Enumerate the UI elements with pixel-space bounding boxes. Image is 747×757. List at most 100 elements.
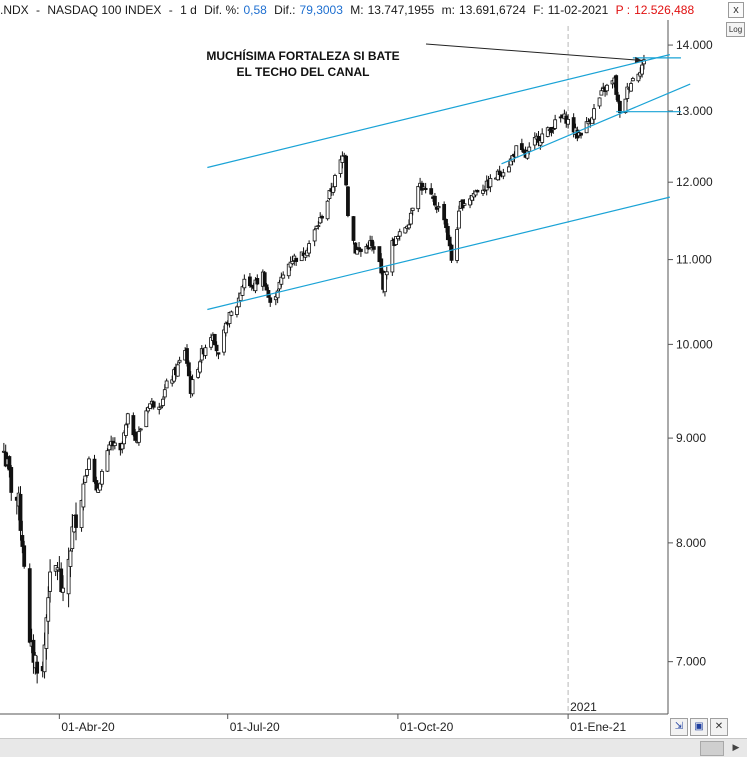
candle-body xyxy=(133,431,138,441)
candle-body xyxy=(18,493,23,531)
candle-body xyxy=(105,450,110,472)
candle-body xyxy=(235,306,239,315)
candle-body xyxy=(614,75,619,95)
year-marker-label: 2021 xyxy=(570,700,597,714)
candle-body xyxy=(407,224,411,229)
candle-body xyxy=(222,329,226,353)
candle-body xyxy=(527,146,532,152)
candle-body xyxy=(475,189,480,193)
candle-body xyxy=(212,334,217,346)
dif-label: Dif.: xyxy=(274,3,296,17)
candle-body xyxy=(455,229,460,261)
candle-body xyxy=(190,379,195,395)
candle-body xyxy=(592,108,596,120)
candle-body xyxy=(98,483,102,491)
candle-body xyxy=(395,236,400,240)
candle-body xyxy=(371,246,376,250)
candle-body xyxy=(81,483,86,508)
candle-body xyxy=(125,413,130,425)
candle-body xyxy=(164,380,169,389)
candle-body xyxy=(514,145,519,158)
candle-body xyxy=(22,545,27,567)
min-value: 13.691,6724 xyxy=(459,3,526,17)
candle-body xyxy=(177,359,182,363)
candle-body xyxy=(148,403,152,409)
close-button[interactable]: ✕ xyxy=(710,718,728,736)
zoom-button[interactable]: ⇲ xyxy=(670,718,688,736)
annotation-line-2: EL TECHO DEL CANAL xyxy=(237,65,370,79)
candle-body xyxy=(623,98,628,114)
candle-body xyxy=(640,64,644,75)
candles xyxy=(1,54,646,684)
candle-body xyxy=(384,271,389,276)
candle-body xyxy=(312,229,317,242)
candle-body xyxy=(383,272,387,293)
candle-body xyxy=(61,587,65,593)
candle-body xyxy=(161,398,165,406)
axes: 7.000 8.000 9.000 10.000 11.000 12.000 13.000 1… xyxy=(0,20,713,734)
trendlines xyxy=(207,54,691,311)
annotation-arrow xyxy=(425,43,643,61)
index-name: NASDAQ 100 INDEX xyxy=(47,3,162,17)
candle-body xyxy=(216,352,221,355)
candle-body xyxy=(599,90,604,96)
candle-body xyxy=(553,119,558,129)
chart-header: .NDX - NASDAQ 100 INDEX - 1 d Dif. %: 0,5… xyxy=(0,0,720,20)
candle-body xyxy=(545,127,550,137)
candle-body xyxy=(605,84,609,92)
scroll-right-arrow-icon[interactable]: ▶ xyxy=(732,742,740,752)
candle-body xyxy=(346,186,350,217)
candle-body xyxy=(68,550,73,567)
candle-body xyxy=(519,143,524,151)
candle-body xyxy=(55,567,60,571)
candle-body xyxy=(340,155,345,163)
x-tick-label: 01-Ene-21 xyxy=(570,720,626,734)
candle-body xyxy=(630,78,635,82)
price-label: P : xyxy=(615,3,631,17)
candle-body xyxy=(223,322,228,334)
candle-body xyxy=(423,187,428,191)
candle-body xyxy=(229,311,234,316)
candle-body xyxy=(506,166,511,173)
candle-body xyxy=(307,243,312,254)
candle-body xyxy=(87,458,91,470)
candle-body xyxy=(316,225,321,228)
candle-body xyxy=(112,442,117,447)
close-chart-button[interactable]: x xyxy=(728,2,744,18)
dif-pct-value: 0,58 xyxy=(243,3,267,17)
save-button[interactable]: ▣ xyxy=(690,718,708,736)
candle-body xyxy=(138,428,143,431)
candle-body xyxy=(242,278,247,289)
candle-body xyxy=(429,188,434,195)
candle-body xyxy=(107,444,112,451)
candle-body xyxy=(159,406,164,409)
candle-body xyxy=(46,597,51,622)
candle-body xyxy=(566,118,570,125)
scrollbar-thumb[interactable] xyxy=(700,741,724,756)
candle-body xyxy=(358,248,363,252)
candle-body xyxy=(397,231,402,237)
candle-body xyxy=(151,401,156,408)
max-value: 13.747,1955 xyxy=(367,3,435,17)
period: 1 d xyxy=(180,3,197,17)
candle-body xyxy=(351,216,356,241)
y-tick-label: 10.000 xyxy=(676,337,713,351)
y-tick-label: 7.000 xyxy=(676,655,706,669)
dif-value: 79,3003 xyxy=(299,3,343,17)
candle-body xyxy=(331,186,336,193)
candle-body xyxy=(370,239,374,247)
candle-body xyxy=(85,469,89,476)
candle-body xyxy=(162,389,167,398)
candle-body xyxy=(262,272,267,287)
candle-body xyxy=(186,362,191,377)
log-scale-toggle[interactable]: Log xyxy=(726,22,745,37)
candle-body xyxy=(120,443,125,450)
candle-body xyxy=(35,661,40,674)
candle-body xyxy=(44,617,49,649)
candle-body xyxy=(281,274,286,279)
candle-body xyxy=(629,83,633,92)
horizontal-scrollbar[interactable]: ▶ xyxy=(0,738,747,757)
candlestick-chart: 7.000 8.000 9.000 10.000 11.000 12.000 13.000 1… xyxy=(0,20,713,734)
symbol: .NDX xyxy=(0,3,29,17)
candle-body xyxy=(42,644,47,673)
